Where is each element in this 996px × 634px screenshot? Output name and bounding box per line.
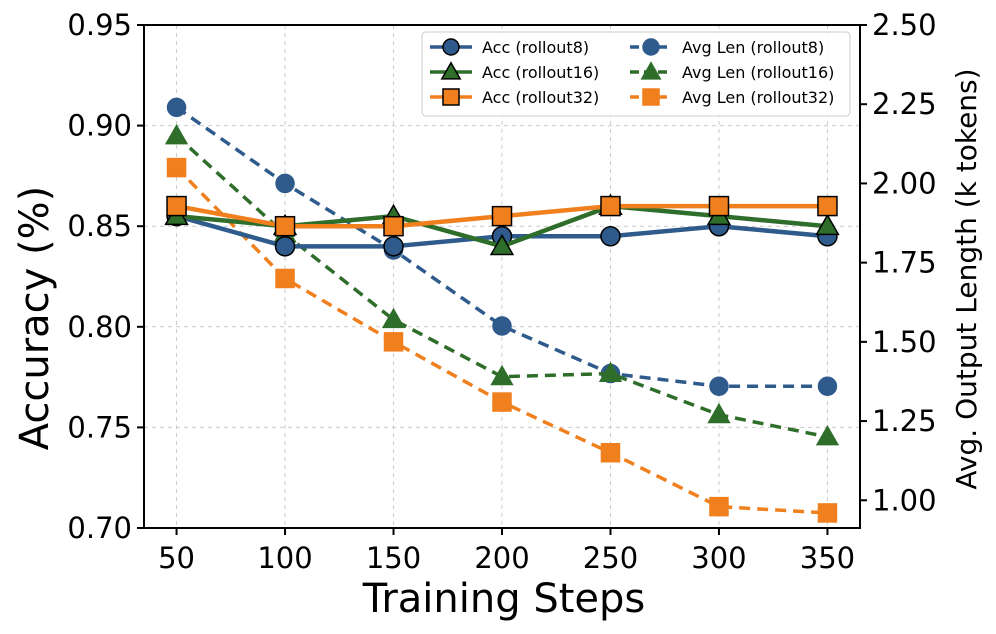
- data-point: [166, 195, 187, 217]
- legend-marker: [642, 88, 660, 106]
- y-tick-label: 0.90: [67, 109, 132, 143]
- series-line: [175, 134, 828, 439]
- y2-tick-label: 1.25: [872, 404, 937, 438]
- y-tick-label: 0.95: [67, 8, 132, 42]
- x-tick-label: 250: [583, 541, 638, 575]
- legend-label: Acc (rollout32): [482, 88, 599, 107]
- legend-marker: [440, 61, 462, 80]
- data-point: [275, 173, 295, 194]
- x-axis-title: Training Steps: [362, 576, 645, 622]
- legend-label: Acc (rollout8): [482, 38, 589, 57]
- legend-marker: [442, 88, 460, 106]
- y-tick-label: 0.80: [67, 310, 132, 344]
- data-point: [164, 124, 189, 145]
- data-point: [492, 316, 512, 336]
- x-tick-label: 100: [257, 541, 312, 575]
- data-point: [815, 213, 840, 236]
- data-point: [489, 233, 515, 256]
- data-point: [600, 442, 621, 463]
- legend-item: Avg Len (rollout32): [630, 88, 834, 107]
- data-point: [383, 332, 404, 352]
- data-point: [275, 268, 295, 289]
- legend-item: Avg Len (rollout8): [630, 38, 824, 57]
- data-point: [598, 361, 623, 383]
- x-tick-label: 50: [158, 541, 195, 575]
- data-point: [709, 496, 729, 517]
- data-point: [817, 503, 838, 523]
- y2-tick-label: 2.25: [872, 87, 937, 121]
- data-point: [383, 236, 404, 257]
- data-point: [166, 97, 187, 118]
- data-point: [166, 157, 187, 178]
- data-point: [707, 402, 731, 424]
- legend-item: Acc (rollout32): [430, 88, 599, 107]
- data-point: [490, 364, 514, 386]
- data-point: [381, 307, 406, 329]
- data-point: [817, 195, 838, 217]
- data-point: [383, 215, 404, 237]
- series-layer: [164, 97, 840, 523]
- axes-ticks: 50 100 150 200 250 300 350 0.70 0.75 0.80 0.85 0.90…: [67, 8, 936, 575]
- x-tick-label: 200: [474, 541, 529, 575]
- legend-item: Avg Len (rollout16): [630, 61, 834, 82]
- data-point: [708, 195, 730, 217]
- legend-item: Acc (rollout8): [430, 38, 589, 57]
- legend: Acc (rollout8) Acc (rollout16) Acc (rollou…: [421, 31, 851, 117]
- legend-marker: [442, 38, 460, 56]
- legend-label: Avg Len (rollout32): [682, 88, 834, 107]
- data-point: [274, 236, 296, 257]
- legend-item: Acc (rollout16): [430, 61, 599, 82]
- x-tick-label: 350: [800, 541, 855, 575]
- series-avg-len-rollout32: [166, 157, 838, 523]
- y2-tick-label: 1.75: [872, 246, 937, 280]
- legend-label: Avg Len (rollout8): [682, 38, 824, 57]
- y-tick-label: 0.75: [67, 410, 132, 444]
- legend-marker: [642, 38, 660, 56]
- data-point: [274, 215, 296, 237]
- y2-tick-label: 2.00: [872, 166, 937, 200]
- series-acc-rollout32: [166, 195, 838, 237]
- data-point: [817, 376, 838, 396]
- data-point: [600, 195, 621, 217]
- data-point: [709, 376, 729, 396]
- legend-marker: [640, 61, 662, 80]
- y2-tick-label: 2.50: [872, 8, 937, 42]
- data-point: [815, 425, 840, 446]
- x-tick-label: 150: [366, 541, 421, 575]
- x-tick-label: 300: [691, 541, 746, 575]
- y-tick-label: 0.85: [67, 209, 132, 243]
- data-point: [600, 226, 621, 247]
- y-axis-title: Accuracy (%): [12, 186, 58, 451]
- y2-tick-label: 1.00: [872, 483, 937, 517]
- data-point: [491, 205, 513, 227]
- y-tick-label: 0.70: [67, 511, 132, 545]
- legend-label: Avg Len (rollout16): [682, 63, 834, 82]
- y2-axis-title: Avg. Output Length (k tokens): [950, 68, 983, 489]
- data-point: [492, 392, 512, 412]
- y2-tick-label: 1.50: [872, 325, 937, 359]
- legend-label: Acc (rollout16): [482, 63, 599, 82]
- legend-box: [421, 31, 851, 117]
